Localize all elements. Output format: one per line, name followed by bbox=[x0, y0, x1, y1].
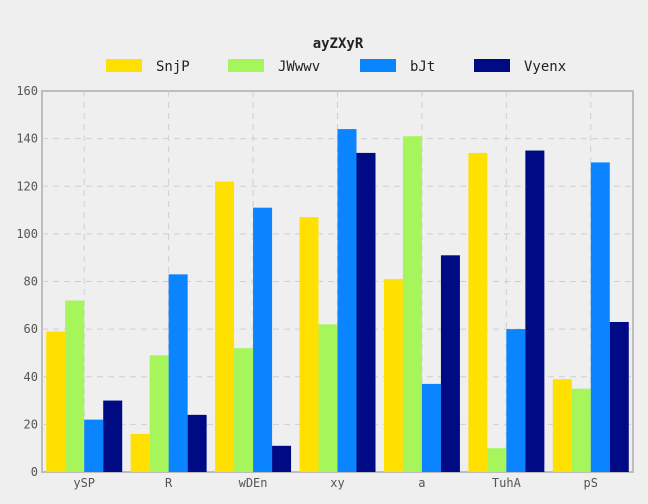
bar-bJt-wDEn bbox=[253, 207, 273, 472]
bar-JWwwv-wDEn bbox=[234, 348, 254, 472]
x-tick-label: pS bbox=[584, 476, 598, 490]
bar-Vyenx-pS bbox=[609, 321, 629, 472]
bar-Vyenx-xy bbox=[356, 152, 376, 472]
x-tick-label: wDEn bbox=[239, 476, 268, 490]
bar-Vyenx-R bbox=[187, 414, 207, 472]
x-tick-label: a bbox=[418, 476, 425, 490]
y-tick-label: 140 bbox=[16, 132, 38, 146]
bar-SnjP-wDEn bbox=[215, 181, 235, 473]
bar-SnjP-TuhA bbox=[468, 152, 488, 472]
bar-bJt-pS bbox=[590, 162, 610, 472]
bar-SnjP-xy bbox=[299, 217, 319, 472]
bar-JWwwv-ySP bbox=[65, 300, 85, 472]
bar-SnjP-ySP bbox=[46, 331, 66, 472]
bar-bJt-TuhA bbox=[506, 329, 526, 472]
y-tick-label: 160 bbox=[16, 84, 38, 98]
chart-title: ayZXyR bbox=[313, 36, 364, 52]
legend: SnjP JWwwv bJt Vyenx bbox=[106, 59, 566, 75]
bar-SnjP-R bbox=[130, 433, 150, 472]
y-tick-label: 80 bbox=[24, 275, 38, 289]
bar-Vyenx-a bbox=[440, 255, 460, 472]
bar-bJt-a bbox=[421, 383, 441, 472]
legend-label: SnjP bbox=[156, 59, 190, 75]
y-tick-label: 40 bbox=[24, 370, 38, 384]
legend-swatch bbox=[360, 59, 396, 72]
legend-swatch bbox=[228, 59, 264, 72]
bar-SnjP-pS bbox=[552, 379, 572, 472]
legend-swatch bbox=[474, 59, 510, 72]
legend-swatch bbox=[106, 59, 142, 72]
bar-bJt-xy bbox=[337, 129, 357, 472]
bar-SnjP-a bbox=[383, 279, 403, 472]
bar-JWwwv-R bbox=[149, 355, 169, 472]
legend-label: bJt bbox=[410, 59, 435, 75]
x-tick-label: xy bbox=[330, 476, 344, 490]
x-tick-label: ySP bbox=[73, 476, 95, 490]
x-tick-label: R bbox=[165, 476, 173, 490]
bars bbox=[46, 129, 629, 473]
bar-bJt-ySP bbox=[84, 419, 104, 472]
legend-label: Vyenx bbox=[524, 59, 566, 75]
bar-Vyenx-ySP bbox=[103, 400, 123, 472]
bar-JWwwv-TuhA bbox=[487, 448, 507, 472]
bar-Vyenx-wDEn bbox=[272, 445, 292, 472]
legend-label: JWwwv bbox=[278, 59, 320, 75]
y-tick-label: 60 bbox=[24, 322, 38, 336]
y-tick-label: 120 bbox=[16, 179, 38, 193]
bar-JWwwv-pS bbox=[571, 388, 591, 472]
x-tick-label: TuhA bbox=[492, 476, 522, 490]
y-tick-label: 20 bbox=[24, 417, 38, 431]
bar-JWwwv-a bbox=[402, 136, 422, 472]
bar-bJt-R bbox=[168, 274, 188, 472]
bar-JWwwv-xy bbox=[318, 324, 338, 472]
y-tick-label: 100 bbox=[16, 227, 38, 241]
bar-Vyenx-TuhA bbox=[525, 150, 545, 472]
y-tick-label: 0 bbox=[31, 465, 38, 479]
